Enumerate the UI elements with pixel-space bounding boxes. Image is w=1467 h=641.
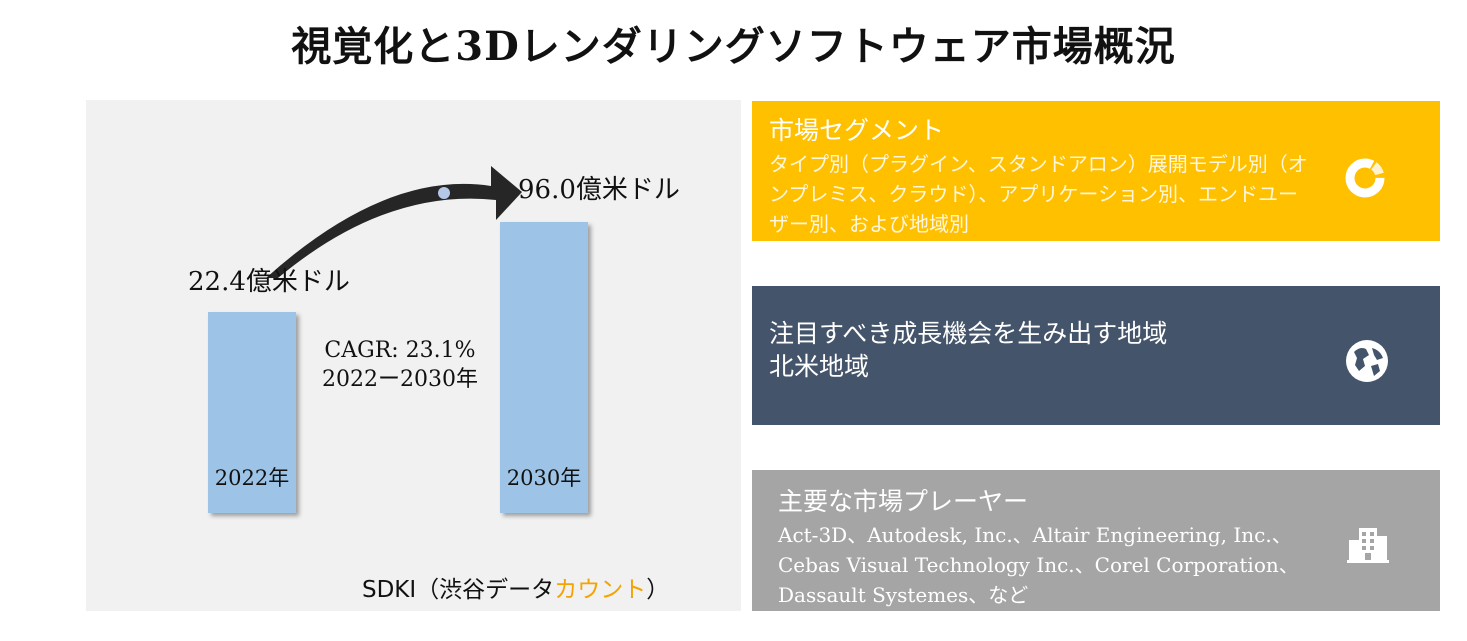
- cagr-annotation: CAGR: 23.1% 2022ー2030年: [310, 336, 490, 394]
- chart-panel: 2022年 22.4億米ドル 2030年 96.0億米ドル CAGR: 23.1% 2…: [86, 100, 741, 611]
- source-prefix: SDKI（渋谷データ: [362, 577, 555, 603]
- source-suffix: ）: [646, 577, 670, 603]
- growth-arrow: [266, 166, 522, 278]
- bar-value-label: 96.0億米ドル: [518, 175, 680, 205]
- source-label: SDKI（渋谷データカウント）: [362, 570, 669, 604]
- region-body: 北米地域: [769, 352, 870, 381]
- players-body: Act-3D、Autodesk, Inc.、Altair Engineering…: [778, 523, 1299, 607]
- market-segment-card: 市場セグメント タイプ別（プラグイン、スタンドアロン）展開モデル別（オンプレミス…: [752, 101, 1440, 241]
- players-title: 主要な市場プレーヤー: [778, 487, 1029, 516]
- building-icon: [1347, 528, 1389, 563]
- cagr-value: CAGR: 23.1%: [324, 338, 476, 363]
- arrow-dot: [438, 187, 450, 199]
- growth-region-card: 注目すべき成長機会を生み出す地域 北米地域: [752, 286, 1440, 425]
- bar-chart: 2022年 22.4億米ドル 2030年 96.0億米ドル: [188, 166, 680, 513]
- cagr-period: 2022ー2030年: [322, 367, 478, 392]
- bar-category-label: 2022年: [215, 466, 289, 490]
- bar-category-label: 2030年: [507, 466, 581, 490]
- bar-2: [500, 222, 588, 513]
- globe-icon: [1346, 340, 1388, 382]
- segment-body: タイプ別（プラグイン、スタンドアロン）展開モデル別（オンプレミス、クラウド）、ア…: [769, 152, 1308, 236]
- region-title: 注目すべき成長機会を生み出す地域: [769, 319, 1168, 348]
- segment-title: 市場セグメント: [769, 116, 945, 145]
- key-players-card: 主要な市場プレーヤー Act-3D、Autodesk, Inc.、Altair …: [752, 470, 1440, 611]
- source-accent: カウント: [554, 577, 647, 603]
- donut-chart-icon: [1345, 158, 1385, 198]
- bar-value-label: 22.4億米ドル: [188, 267, 350, 297]
- page-title: 視覚化と3Dレンダリングソフトウェア市場概況: [291, 23, 1176, 70]
- bar-1: [208, 312, 296, 513]
